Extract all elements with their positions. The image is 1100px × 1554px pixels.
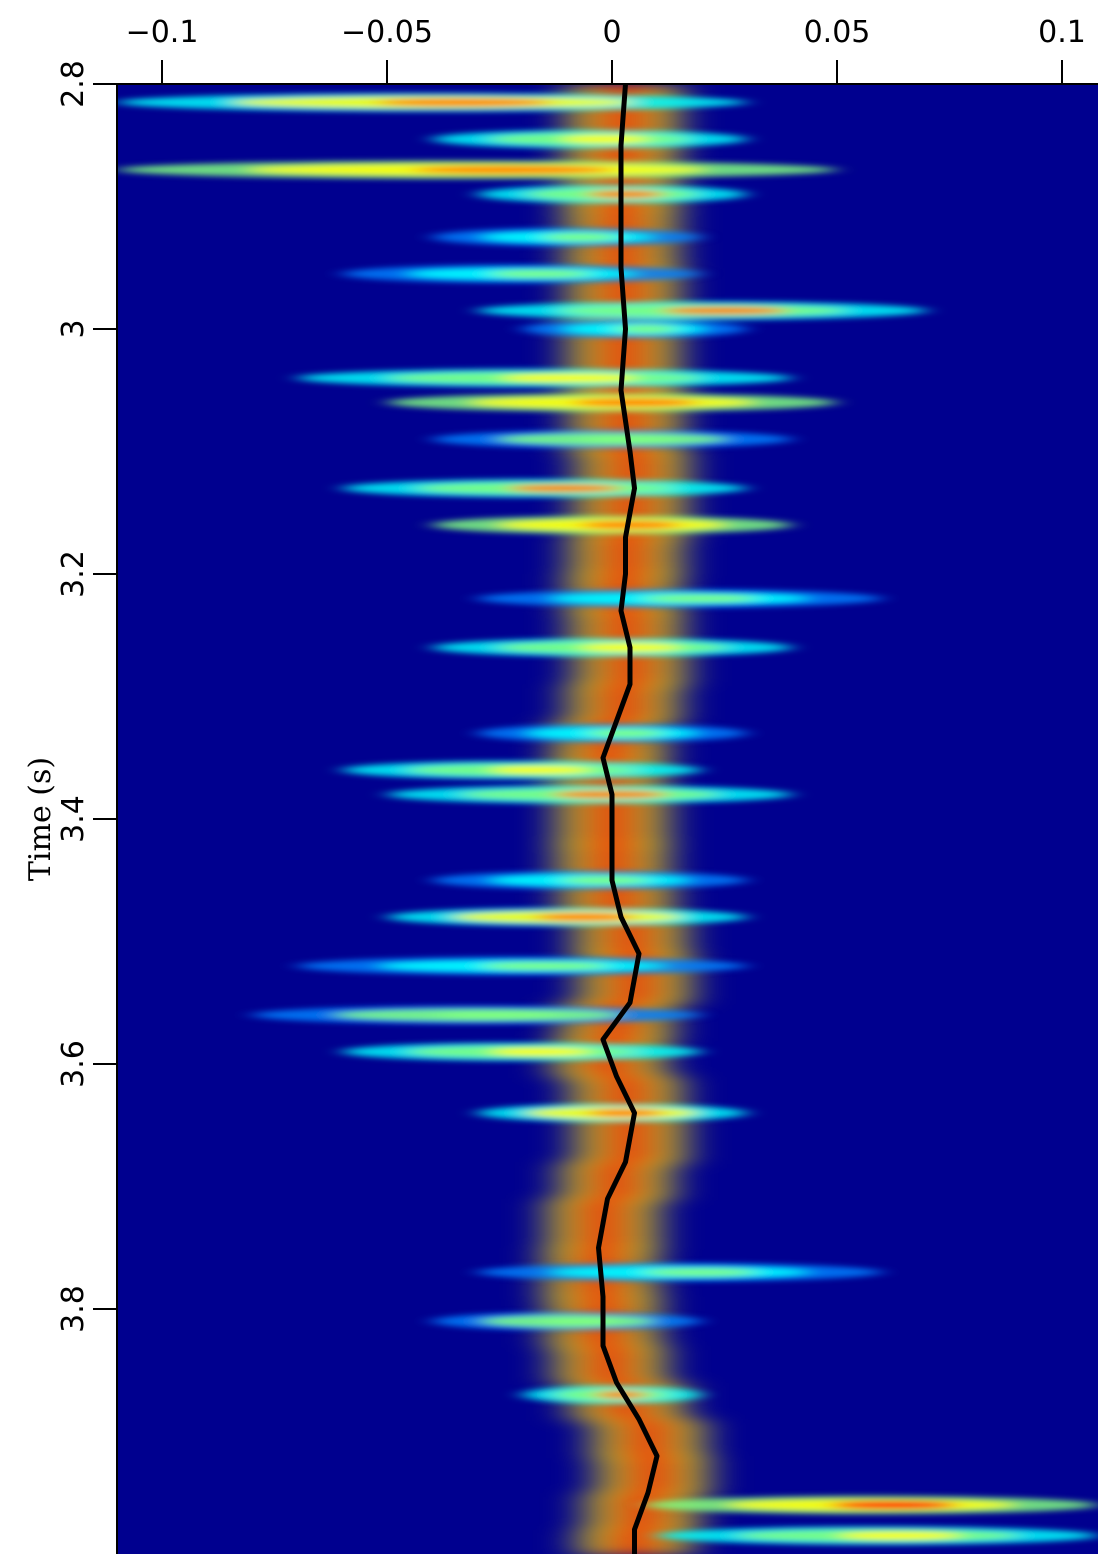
energy-band-peak (587, 729, 664, 738)
energy-band-peak (508, 484, 622, 493)
energy-band-peak (489, 1047, 591, 1056)
y-axis-label: Time (s) (23, 757, 58, 881)
y-tick-label: 2.8 (56, 60, 91, 108)
energy-band-peak (829, 1501, 958, 1509)
overlay-line-layer (596, 84, 660, 1554)
energy-band-peak (375, 98, 552, 107)
x-tick-label: −0.05 (341, 15, 433, 50)
overlay-line (596, 84, 660, 1554)
x-tick-label: 0.05 (804, 15, 871, 50)
energy-band-peak (587, 190, 664, 199)
energy-band-peak (481, 962, 608, 970)
energy-band-peak (489, 269, 591, 278)
energy-band-peak (561, 876, 650, 885)
energy-band-peak (542, 1317, 619, 1326)
energy-band-peak (534, 913, 636, 921)
x-tick-label: −0.1 (126, 15, 199, 50)
y-tick-label: 3.4 (56, 795, 91, 843)
x-tick-label: 0.1 (1038, 15, 1086, 50)
energy-band-peak (643, 1268, 757, 1277)
energy-band-peak (587, 1109, 664, 1117)
energy-band-peak (542, 233, 619, 242)
x-tick-label: 0 (602, 15, 621, 50)
energy-band-peak (561, 135, 650, 144)
energy-band-peak (595, 1390, 647, 1399)
y-tick-label: 3.6 (56, 1040, 91, 1088)
y-tick-label: 3.8 (56, 1285, 91, 1333)
energy-band-peak (499, 374, 639, 382)
energy-band-peak (412, 165, 614, 174)
axes: −0.1 −0.05 0 0.05 0.1 2.8 3 3.2 3.4 3.6 3.8 (56, 15, 1098, 1554)
energy-band-peak (571, 398, 698, 407)
energy-band-peak (436, 1011, 563, 1019)
energy-band-peak (643, 594, 757, 603)
energy-band-peak (837, 1531, 962, 1540)
y-tick-label: 3 (56, 319, 91, 338)
energy-band-peak (661, 306, 788, 315)
energy-band-peak (614, 325, 678, 333)
energy-band-peak (489, 766, 591, 774)
energy-bands (117, 93, 1098, 1545)
y-tick-label: 3.2 (56, 550, 91, 598)
